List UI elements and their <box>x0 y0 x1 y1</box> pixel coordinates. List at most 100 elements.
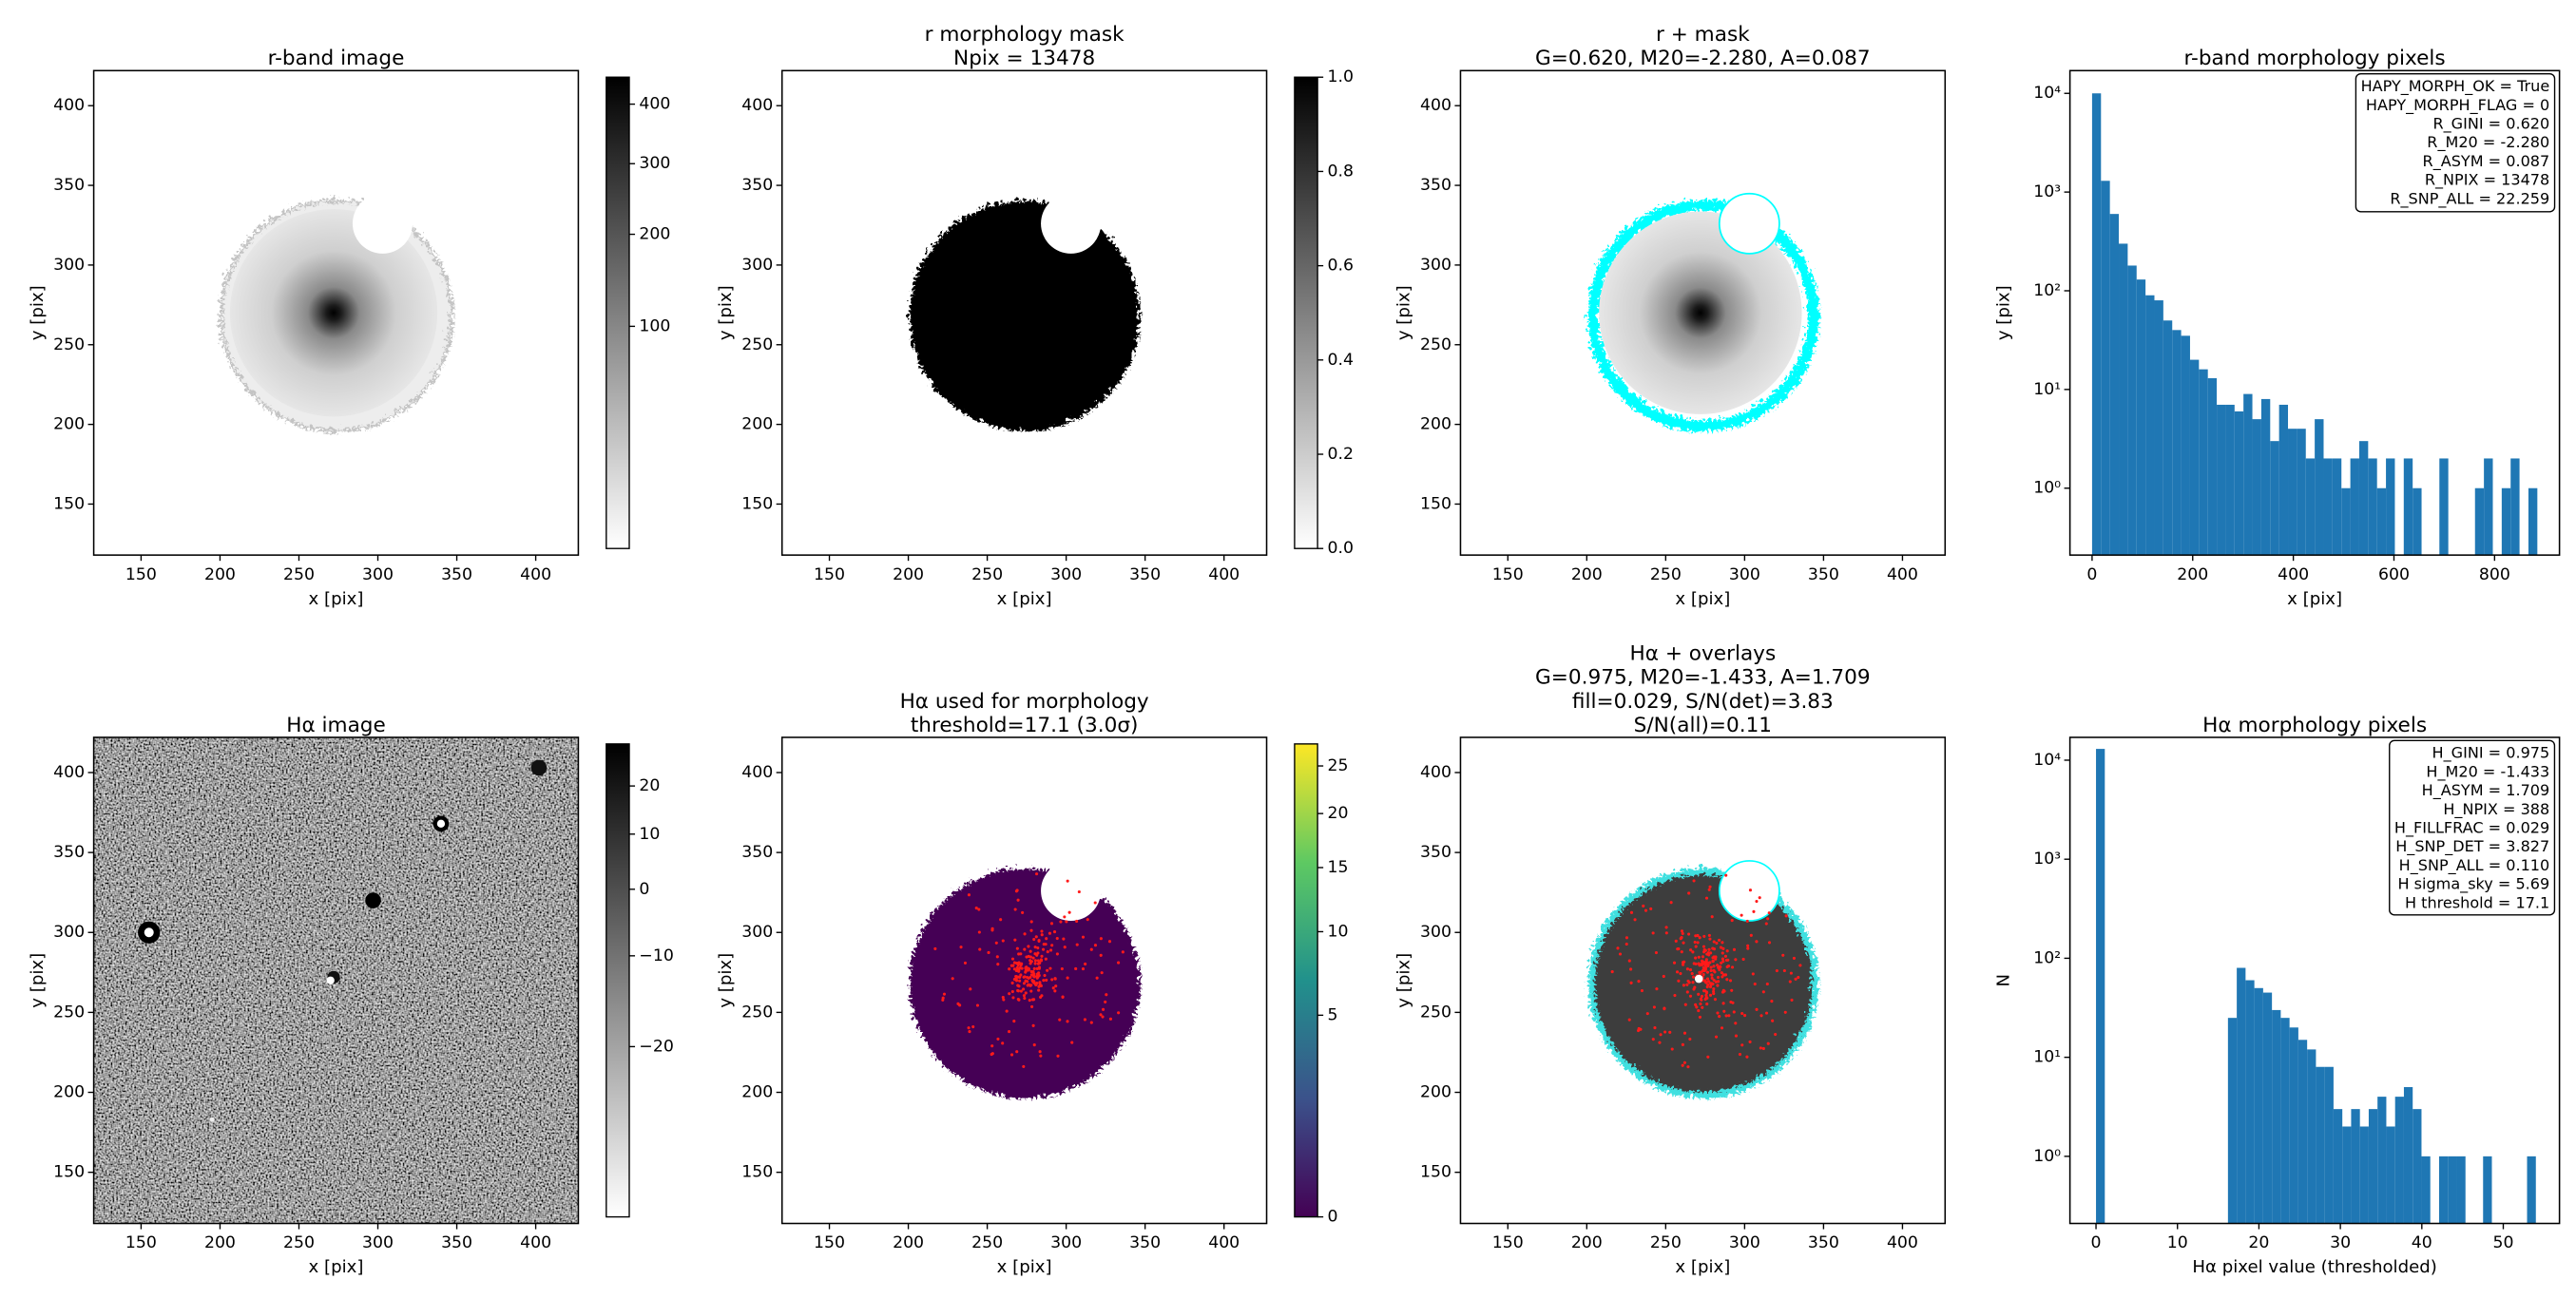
detected-pixel <box>1008 1030 1011 1034</box>
colorbar-tick-label: 0.6 <box>1327 257 1353 276</box>
annotation-box <box>2389 739 2556 916</box>
plot-area <box>906 860 1138 1096</box>
detected-pixel <box>1010 957 1015 961</box>
detected-pixel <box>1010 981 1014 985</box>
detected-pixel <box>1037 971 1041 975</box>
annotation-line: H threshold = 17.1 <box>2405 893 2549 911</box>
detected-pixel <box>1093 901 1097 905</box>
detected-pixel <box>1695 1005 1699 1009</box>
detected-pixel <box>1741 957 1745 961</box>
detected-pixel <box>1682 1060 1686 1064</box>
annotation-line: R_ASYM = 0.087 <box>2423 152 2550 171</box>
detected-pixel <box>975 1003 980 1007</box>
detected-pixel <box>1046 950 1049 954</box>
detected-pixel <box>1025 968 1028 972</box>
detected-pixel <box>1755 940 1759 944</box>
detected-pixel <box>1099 937 1103 941</box>
detected-pixel <box>1734 1034 1739 1038</box>
detected-pixel <box>1699 997 1702 1001</box>
detected-pixel <box>1051 986 1055 990</box>
source <box>365 892 381 908</box>
y-tick-label: 350 <box>53 843 85 862</box>
detected-pixel <box>1746 944 1750 947</box>
bar <box>2252 419 2261 556</box>
detected-pixel <box>1031 956 1035 960</box>
detected-pixel <box>1636 1028 1641 1033</box>
x-tick-label: 150 <box>814 565 845 584</box>
panel-title: G=0.620, M20=-2.280, A=0.087 <box>1535 47 1871 70</box>
detected-pixel <box>1035 966 1039 970</box>
detected-pixel <box>1716 984 1720 987</box>
colorbar <box>606 743 630 1218</box>
detected-pixel <box>1740 1011 1744 1016</box>
detected-pixel <box>1683 1003 1687 1006</box>
panel-title: r morphology mask <box>925 23 1125 47</box>
colorbar <box>1294 76 1318 549</box>
detected-pixel <box>1697 992 1701 996</box>
detected-pixel <box>1720 1026 1724 1030</box>
bar <box>2101 181 2110 556</box>
detected-pixel <box>1764 922 1768 926</box>
y-axis-label: y [pix] <box>1394 285 1414 340</box>
detected-pixel <box>1712 965 1716 968</box>
bar <box>2527 1156 2536 1224</box>
detected-pixel <box>1023 996 1027 1001</box>
detected-pixel <box>1718 938 1721 942</box>
x-tick-label: 250 <box>283 1233 315 1252</box>
detected-pixel <box>1054 984 1058 988</box>
detected-pixel <box>1104 1000 1107 1003</box>
bar <box>2413 487 2422 556</box>
detected-pixel <box>1033 952 1037 956</box>
x-tick-label: 0 <box>2091 1233 2102 1252</box>
annotation-line: R_NPIX = 13478 <box>2425 171 2549 190</box>
x-tick-label: 150 <box>125 1233 157 1252</box>
core <box>1694 974 1703 984</box>
bar <box>2350 458 2359 556</box>
y-tick-label: 350 <box>53 176 85 195</box>
detected-pixel <box>1761 1046 1765 1051</box>
detected-pixel <box>1651 1038 1655 1041</box>
detected-pixel <box>1668 1030 1672 1034</box>
panel: 150 200 250 300 350 400 150 200 250 300 350 400 x [p… <box>1394 642 1947 1277</box>
bar <box>2245 980 2255 1224</box>
x-tick-label: 0 <box>2086 565 2097 584</box>
bar <box>2510 458 2520 556</box>
colorbar-tick-label: −10 <box>639 946 673 965</box>
detected-pixel <box>1717 965 1721 969</box>
detected-pixel <box>1024 991 1028 995</box>
y-tick-label: 10⁰ <box>2033 479 2061 498</box>
x-tick-label: 200 <box>1571 565 1603 584</box>
detected-pixel <box>1708 937 1712 941</box>
y-axis-label: N <box>1993 974 2013 987</box>
x-tick-label: 400 <box>1208 1233 1240 1252</box>
x-axis-label: x [pix] <box>309 589 364 609</box>
annotation-line: H sigma_sky = 5.69 <box>2397 875 2549 894</box>
detected-pixel <box>990 1052 993 1057</box>
detected-pixel <box>1721 957 1725 961</box>
bar <box>2297 429 2306 556</box>
y-tick-label: 300 <box>53 256 85 275</box>
detected-pixel <box>1704 958 1708 962</box>
detected-pixel <box>1726 958 1730 962</box>
y-tick-label: 150 <box>741 1163 773 1182</box>
detected-pixel <box>1610 970 1614 974</box>
detected-pixel <box>1017 961 1021 965</box>
detected-pixel <box>1711 960 1715 964</box>
detected-pixel <box>1694 962 1698 965</box>
x-tick-label: 250 <box>971 565 1003 584</box>
source <box>144 927 154 938</box>
bar <box>2270 441 2279 556</box>
x-tick-label: 30 <box>2330 1233 2351 1252</box>
detected-pixel <box>1723 954 1727 958</box>
colorbar-tick-label: 1.0 <box>1327 67 1353 86</box>
colorbar-tick-label: 25 <box>1327 756 1348 775</box>
detected-pixel <box>1629 981 1633 984</box>
detected-pixel <box>958 1003 962 1007</box>
detected-pixel <box>1022 975 1026 979</box>
plot-area <box>2096 749 2536 1224</box>
x-tick-label: 350 <box>441 565 472 584</box>
y-tick-label: 350 <box>1420 176 1451 195</box>
detected-pixel <box>959 946 963 949</box>
bar <box>2484 458 2493 556</box>
